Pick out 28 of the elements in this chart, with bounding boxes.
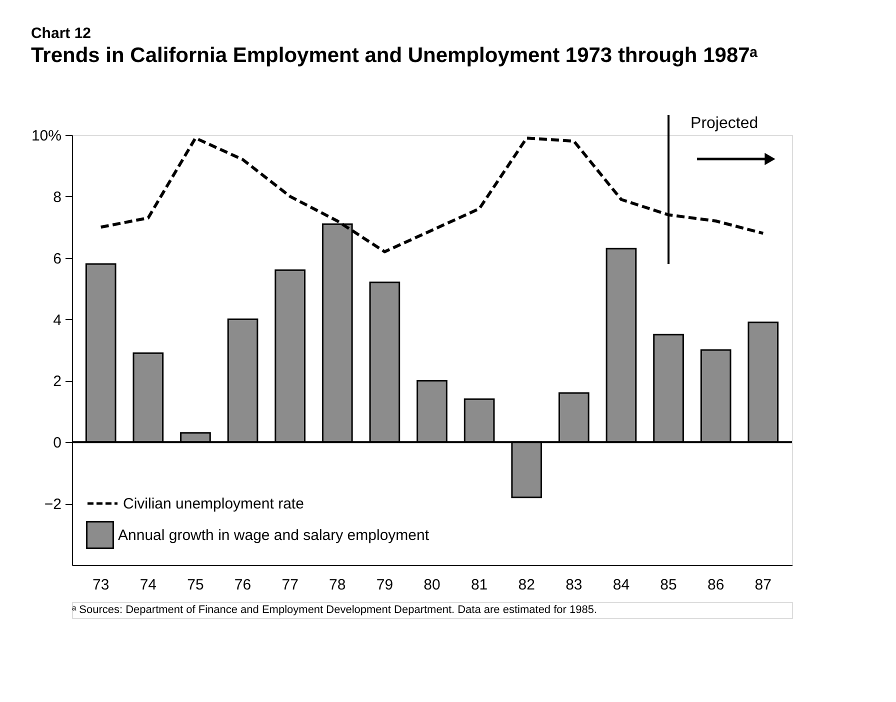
x-tick-label: 83 bbox=[566, 576, 582, 594]
x-tick-label: 84 bbox=[612, 576, 630, 594]
x-tick-label: 87 bbox=[754, 576, 772, 594]
x-tick-label: 79 bbox=[376, 576, 394, 594]
y-tick-label: 0 bbox=[53, 434, 62, 452]
x-tick-label: 75 bbox=[187, 576, 204, 594]
legend-label: Civilian unemployment rate bbox=[123, 496, 304, 512]
y-tick-label: 8 bbox=[53, 188, 62, 206]
x-tick-label: 86 bbox=[707, 576, 724, 594]
x-tick-label: 77 bbox=[282, 576, 298, 594]
y-tick-label: 6 bbox=[53, 250, 62, 268]
ref-line-label: Projected bbox=[690, 115, 758, 132]
chart-title: Chart 12 bbox=[30, 25, 92, 42]
chart-subtitle: Trends in California Employment and Unemployment 1973 through 1987ᵃ bbox=[30, 44, 758, 67]
x-tick-label: 74 bbox=[140, 576, 157, 594]
legend-label: Annual growth in wage and salary employment bbox=[118, 527, 430, 544]
x-tick-label: 85 bbox=[660, 576, 677, 594]
x-tick-label: 76 bbox=[234, 576, 252, 594]
x-tick-label: 78 bbox=[329, 576, 346, 594]
y-tick-label: 2 bbox=[53, 373, 62, 390]
text: ᵃ Sources: Department of Finance and Employment Development Department. Data are estimated for 1985. bbox=[72, 604, 598, 616]
y-tick-label: −2 bbox=[44, 496, 62, 514]
x-tick-label: 81 bbox=[470, 576, 488, 594]
x-tick-label: 80 bbox=[424, 576, 440, 594]
x-tick-label: 82 bbox=[518, 576, 535, 594]
x-tick-label: 73 bbox=[92, 576, 110, 594]
y-tick-label: 4 bbox=[53, 312, 62, 329]
y-tick-label: 10% bbox=[31, 128, 62, 144]
